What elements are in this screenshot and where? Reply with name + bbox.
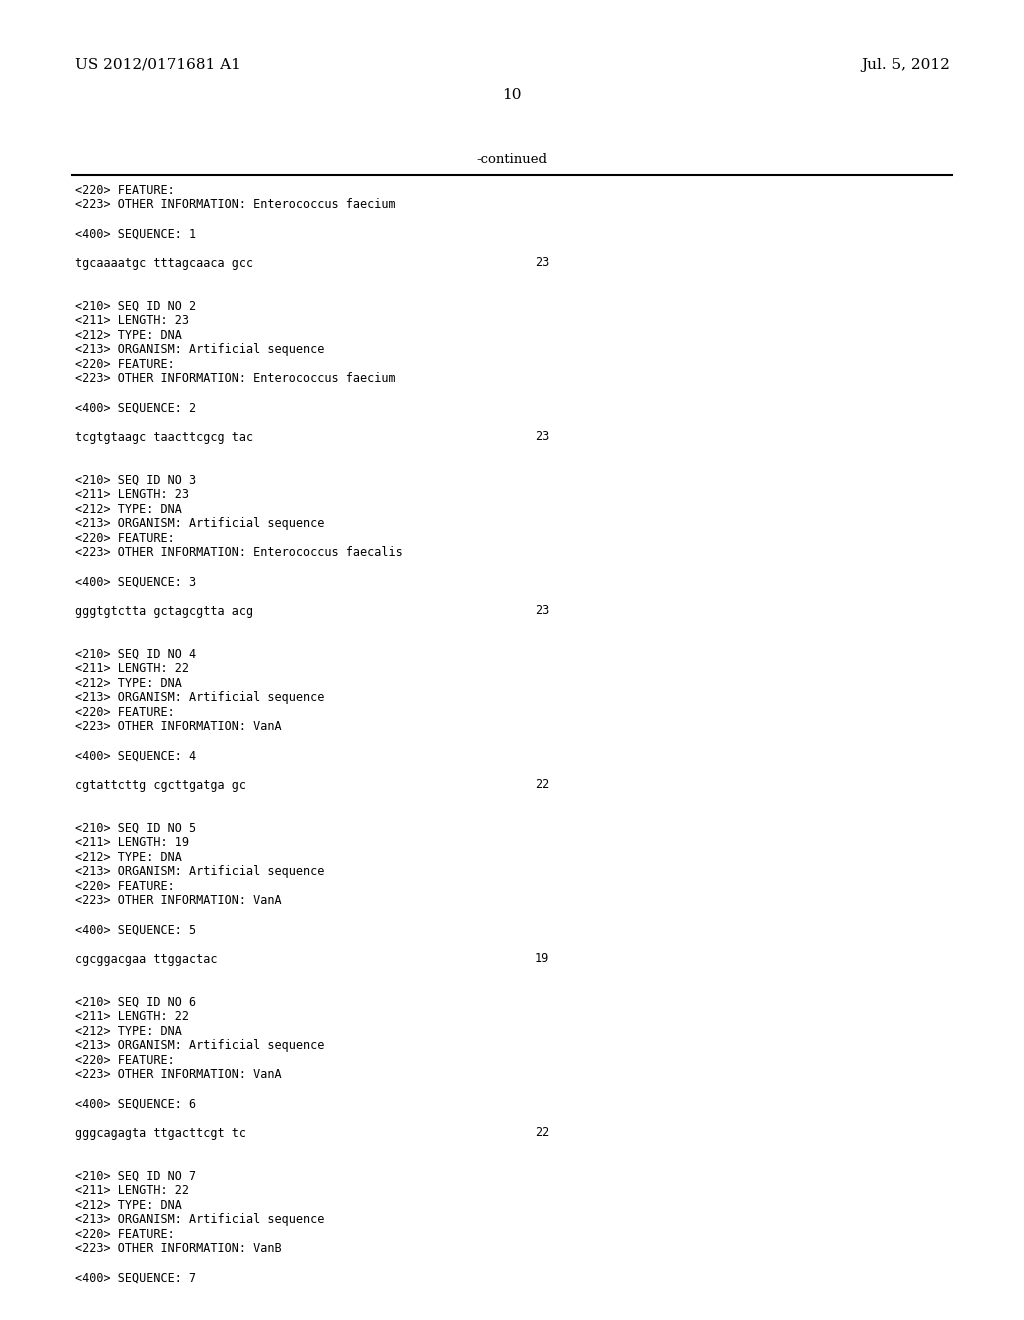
Text: <213> ORGANISM: Artificial sequence: <213> ORGANISM: Artificial sequence bbox=[75, 517, 325, 531]
Text: <223> OTHER INFORMATION: VanA: <223> OTHER INFORMATION: VanA bbox=[75, 1068, 282, 1081]
Text: 23: 23 bbox=[535, 256, 549, 269]
Text: 10: 10 bbox=[502, 88, 522, 102]
Text: <211> LENGTH: 23: <211> LENGTH: 23 bbox=[75, 488, 189, 502]
Text: cgcggacgaa ttggactac: cgcggacgaa ttggactac bbox=[75, 953, 217, 965]
Text: <210> SEQ ID NO 4: <210> SEQ ID NO 4 bbox=[75, 648, 197, 661]
Text: <220> FEATURE:: <220> FEATURE: bbox=[75, 358, 175, 371]
Text: tcgtgtaagc taacttcgcg tac: tcgtgtaagc taacttcgcg tac bbox=[75, 430, 253, 444]
Text: <211> LENGTH: 22: <211> LENGTH: 22 bbox=[75, 1184, 189, 1197]
Text: <210> SEQ ID NO 2: <210> SEQ ID NO 2 bbox=[75, 300, 197, 313]
Text: <223> OTHER INFORMATION: VanB: <223> OTHER INFORMATION: VanB bbox=[75, 1242, 282, 1255]
Text: <400> SEQUENCE: 7: <400> SEQUENCE: 7 bbox=[75, 1271, 197, 1284]
Text: <212> TYPE: DNA: <212> TYPE: DNA bbox=[75, 503, 182, 516]
Text: <400> SEQUENCE: 4: <400> SEQUENCE: 4 bbox=[75, 750, 197, 763]
Text: <212> TYPE: DNA: <212> TYPE: DNA bbox=[75, 1026, 182, 1038]
Text: 22: 22 bbox=[535, 779, 549, 792]
Text: <212> TYPE: DNA: <212> TYPE: DNA bbox=[75, 329, 182, 342]
Text: <400> SEQUENCE: 6: <400> SEQUENCE: 6 bbox=[75, 1097, 197, 1110]
Text: US 2012/0171681 A1: US 2012/0171681 A1 bbox=[75, 58, 241, 73]
Text: <211> LENGTH: 23: <211> LENGTH: 23 bbox=[75, 314, 189, 327]
Text: <211> LENGTH: 19: <211> LENGTH: 19 bbox=[75, 837, 189, 850]
Text: tgcaaaatgc tttagcaaca gcc: tgcaaaatgc tttagcaaca gcc bbox=[75, 256, 253, 269]
Text: <400> SEQUENCE: 3: <400> SEQUENCE: 3 bbox=[75, 576, 197, 589]
Text: <210> SEQ ID NO 5: <210> SEQ ID NO 5 bbox=[75, 822, 197, 836]
Text: <220> FEATURE:: <220> FEATURE: bbox=[75, 706, 175, 719]
Text: <220> FEATURE:: <220> FEATURE: bbox=[75, 1053, 175, 1067]
Text: <210> SEQ ID NO 6: <210> SEQ ID NO 6 bbox=[75, 997, 197, 1008]
Text: 23: 23 bbox=[535, 430, 549, 444]
Text: Jul. 5, 2012: Jul. 5, 2012 bbox=[861, 58, 950, 73]
Text: <223> OTHER INFORMATION: VanA: <223> OTHER INFORMATION: VanA bbox=[75, 895, 282, 908]
Text: <212> TYPE: DNA: <212> TYPE: DNA bbox=[75, 851, 182, 865]
Text: gggtgtctta gctagcgtta acg: gggtgtctta gctagcgtta acg bbox=[75, 605, 253, 618]
Text: gggcagagta ttgacttcgt tc: gggcagagta ttgacttcgt tc bbox=[75, 1126, 246, 1139]
Text: <213> ORGANISM: Artificial sequence: <213> ORGANISM: Artificial sequence bbox=[75, 692, 325, 705]
Text: <223> OTHER INFORMATION: Enterococcus faecalis: <223> OTHER INFORMATION: Enterococcus fa… bbox=[75, 546, 402, 560]
Text: 19: 19 bbox=[535, 953, 549, 965]
Text: <400> SEQUENCE: 1: <400> SEQUENCE: 1 bbox=[75, 227, 197, 240]
Text: <223> OTHER INFORMATION: Enterococcus faecium: <223> OTHER INFORMATION: Enterococcus fa… bbox=[75, 372, 395, 385]
Text: <210> SEQ ID NO 3: <210> SEQ ID NO 3 bbox=[75, 474, 197, 487]
Text: cgtattcttg cgcttgatga gc: cgtattcttg cgcttgatga gc bbox=[75, 779, 246, 792]
Text: <211> LENGTH: 22: <211> LENGTH: 22 bbox=[75, 1011, 189, 1023]
Text: <210> SEQ ID NO 7: <210> SEQ ID NO 7 bbox=[75, 1170, 197, 1183]
Text: <213> ORGANISM: Artificial sequence: <213> ORGANISM: Artificial sequence bbox=[75, 1213, 325, 1226]
Text: <220> FEATURE:: <220> FEATURE: bbox=[75, 183, 175, 197]
Text: <220> FEATURE:: <220> FEATURE: bbox=[75, 1228, 175, 1241]
Text: <213> ORGANISM: Artificial sequence: <213> ORGANISM: Artificial sequence bbox=[75, 866, 325, 879]
Text: <211> LENGTH: 22: <211> LENGTH: 22 bbox=[75, 663, 189, 676]
Text: 22: 22 bbox=[535, 1126, 549, 1139]
Text: <400> SEQUENCE: 5: <400> SEQUENCE: 5 bbox=[75, 924, 197, 936]
Text: <220> FEATURE:: <220> FEATURE: bbox=[75, 532, 175, 545]
Text: <213> ORGANISM: Artificial sequence: <213> ORGANISM: Artificial sequence bbox=[75, 1040, 325, 1052]
Text: <213> ORGANISM: Artificial sequence: <213> ORGANISM: Artificial sequence bbox=[75, 343, 325, 356]
Text: <400> SEQUENCE: 2: <400> SEQUENCE: 2 bbox=[75, 401, 197, 414]
Text: -continued: -continued bbox=[476, 153, 548, 166]
Text: <223> OTHER INFORMATION: Enterococcus faecium: <223> OTHER INFORMATION: Enterococcus fa… bbox=[75, 198, 395, 211]
Text: <212> TYPE: DNA: <212> TYPE: DNA bbox=[75, 677, 182, 690]
Text: 23: 23 bbox=[535, 605, 549, 618]
Text: <220> FEATURE:: <220> FEATURE: bbox=[75, 880, 175, 894]
Text: <223> OTHER INFORMATION: VanA: <223> OTHER INFORMATION: VanA bbox=[75, 721, 282, 734]
Text: <212> TYPE: DNA: <212> TYPE: DNA bbox=[75, 1199, 182, 1212]
